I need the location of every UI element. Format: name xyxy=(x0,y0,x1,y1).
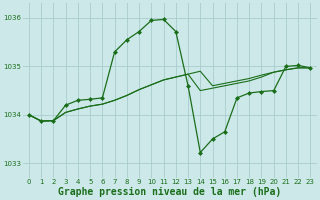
X-axis label: Graphe pression niveau de la mer (hPa): Graphe pression niveau de la mer (hPa) xyxy=(58,186,281,197)
